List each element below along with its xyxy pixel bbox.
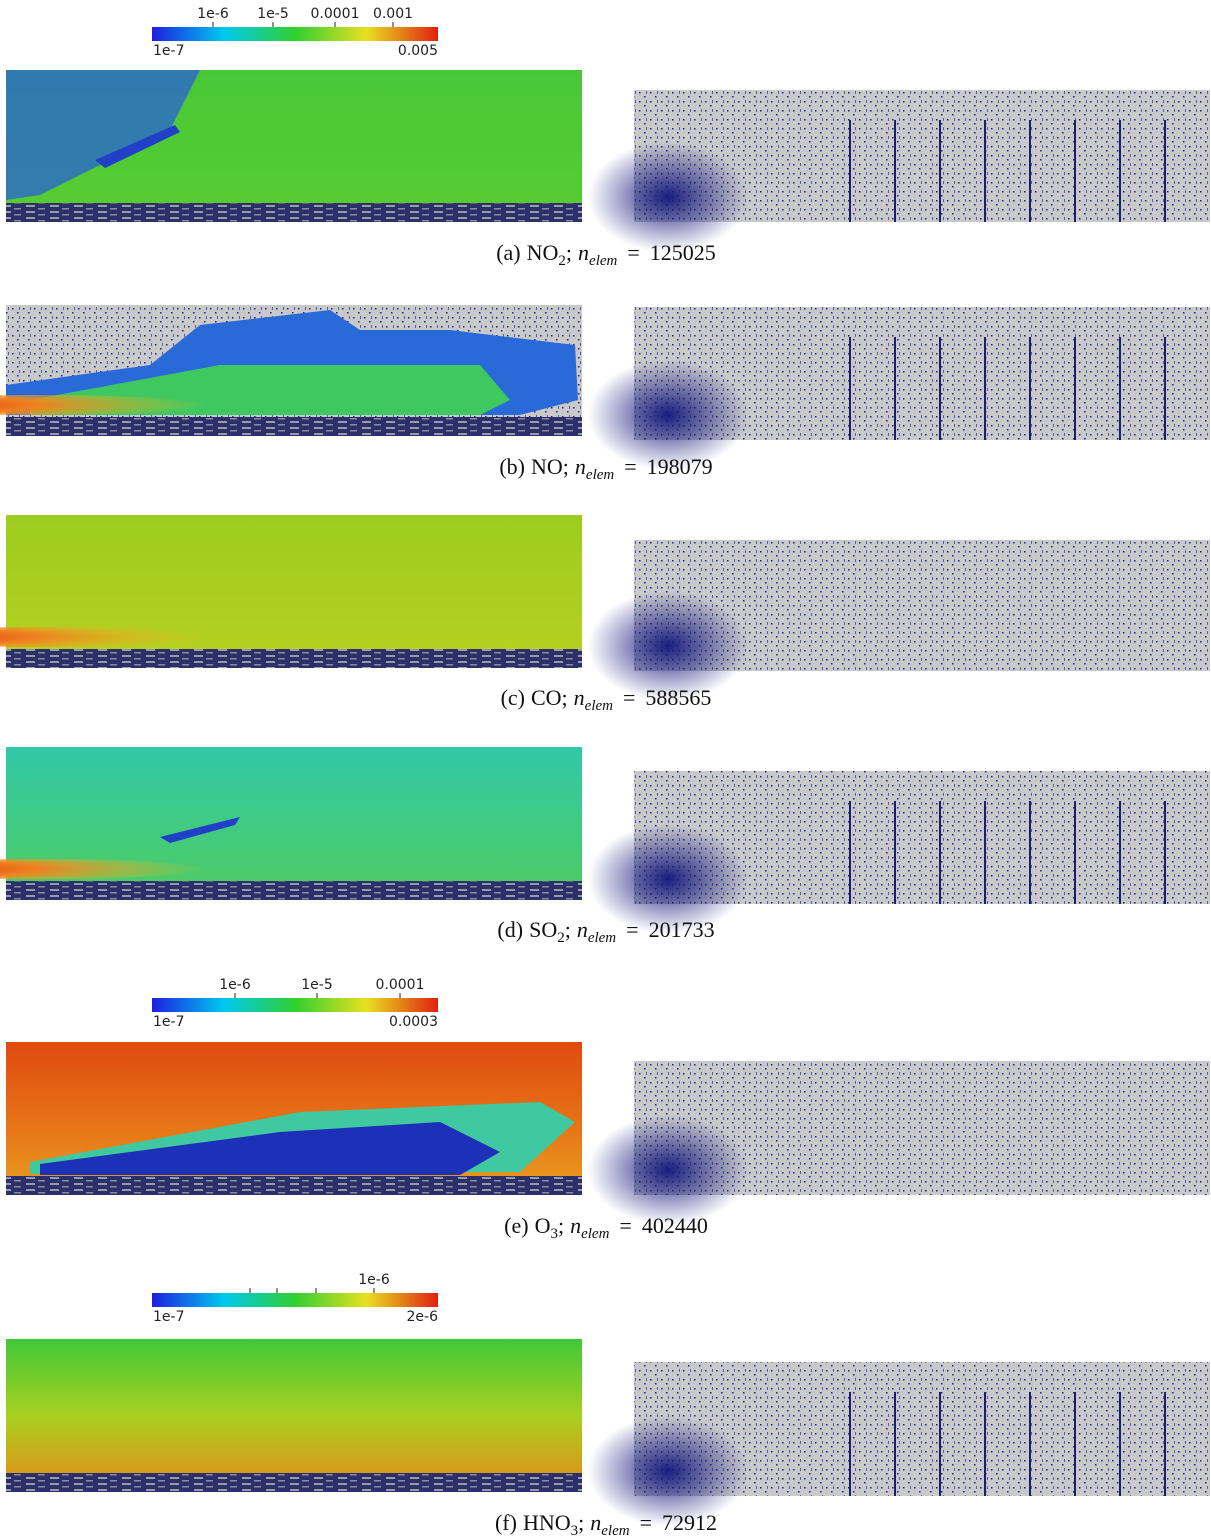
caption-value: 201733 [649, 917, 715, 942]
ground-strip [6, 1473, 582, 1492]
caption-equals: = [624, 454, 636, 479]
low-region [160, 817, 240, 843]
caption-symbol-sub: elem [601, 1523, 629, 1539]
colorbar-tick-label: 1e-5 [257, 6, 288, 22]
caption-separator: ; [578, 1510, 584, 1535]
colorbar-tick-label: 0.0001 [376, 977, 425, 993]
mesh-cluster [588, 360, 748, 470]
caption-equals: = [619, 1213, 631, 1238]
caption-symbol: n [578, 240, 589, 265]
colorbar-tick-label: 1e-6 [197, 6, 229, 22]
colorbar-min-label: 1e-7 [153, 43, 184, 59]
caption-species-sub: 3 [550, 1226, 558, 1242]
mesh-cluster [588, 591, 748, 701]
caption-symbol: n [570, 1213, 581, 1238]
mesh-cluster [588, 824, 748, 934]
caption-equals: = [626, 917, 638, 942]
caption-value: 125025 [650, 240, 716, 265]
colorbar [152, 1293, 438, 1307]
caption: (a) NO2; nelem = 125025 [496, 240, 716, 269]
caption-symbol-sub: elem [589, 253, 617, 269]
caption-separator: ; [563, 454, 569, 479]
low-region [95, 125, 180, 168]
caption-separator: ; [566, 240, 572, 265]
caption: (d) SO2; nelem = 201733 [497, 917, 714, 946]
caption: (c) CO; nelem = 588565 [501, 685, 712, 714]
colorbar-tick-label: 0.001 [373, 6, 413, 22]
caption-symbol: n [590, 1510, 601, 1535]
caption-symbol: n [577, 917, 588, 942]
mesh-cluster [588, 1115, 748, 1225]
caption-symbol-sub: elem [581, 1226, 609, 1242]
jet [0, 395, 206, 415]
colorbar-min-label: 1e-7 [153, 1014, 184, 1030]
caption-label: (f) [495, 1510, 517, 1535]
caption-separator: ; [565, 917, 571, 942]
caption-symbol-sub: elem [585, 698, 613, 714]
ground-strip [6, 1176, 582, 1195]
ground-strip [6, 203, 582, 222]
caption: (e) O3; nelem = 402440 [504, 1213, 708, 1242]
mesh-cluster [588, 142, 748, 252]
caption-species: SO [529, 917, 557, 942]
caption-symbol-sub: elem [588, 930, 616, 946]
caption-label: (c) [501, 685, 525, 710]
caption-label: (d) [497, 917, 523, 942]
caption-species-sub: 2 [558, 253, 566, 269]
caption-value: 198079 [647, 454, 713, 479]
jet [0, 859, 206, 879]
colorbar-tick-label: 1e-5 [301, 977, 332, 993]
caption-symbol-sub: elem [586, 467, 614, 483]
caption-species-sub: 2 [557, 930, 565, 946]
colorbar-tick-label: 0.0001 [311, 6, 360, 22]
caption-species: NO [531, 454, 563, 479]
caption-species: NO [527, 240, 559, 265]
caption: (f) HNO3; nelem = 72912 [495, 1510, 717, 1539]
plume-core [40, 1122, 500, 1175]
caption-separator: ; [562, 685, 568, 710]
caption-equals: = [627, 240, 639, 265]
colorbar-tick-label: 1e-6 [219, 977, 251, 993]
caption: (b) NO; nelem = 198079 [499, 454, 712, 483]
caption-value: 588565 [645, 685, 711, 710]
colorbar-max-label: 0.0003 [389, 1014, 438, 1030]
colorbar-min-label: 1e-7 [153, 1309, 184, 1325]
colorbar-tick-label: 1e-6 [358, 1272, 390, 1288]
caption-equals: = [623, 685, 635, 710]
caption-species-sub: 3 [571, 1523, 579, 1539]
field-panel [6, 1339, 582, 1492]
caption-species: CO [531, 685, 562, 710]
colorbar [152, 998, 438, 1012]
low-region [6, 70, 200, 200]
ground-strip [6, 881, 582, 900]
caption-value: 402440 [642, 1213, 708, 1238]
colorbar [152, 27, 438, 41]
caption-species: HNO [523, 1510, 571, 1535]
caption-symbol: n [574, 685, 585, 710]
colorbar-max-label: 2e-6 [407, 1309, 439, 1325]
caption-separator: ; [558, 1213, 564, 1238]
jet [0, 627, 206, 647]
caption-label: (a) [496, 240, 520, 265]
caption-symbol: n [575, 454, 586, 479]
caption-equals: = [640, 1510, 652, 1535]
caption-label: (e) [504, 1213, 528, 1238]
ground-strip [6, 649, 582, 668]
mesh-cluster [588, 1416, 748, 1526]
caption-value: 72912 [662, 1510, 717, 1535]
caption-species: O [535, 1213, 551, 1238]
colorbar-max-label: 0.005 [398, 43, 438, 59]
caption-label: (b) [499, 454, 525, 479]
ground-strip [6, 417, 582, 436]
